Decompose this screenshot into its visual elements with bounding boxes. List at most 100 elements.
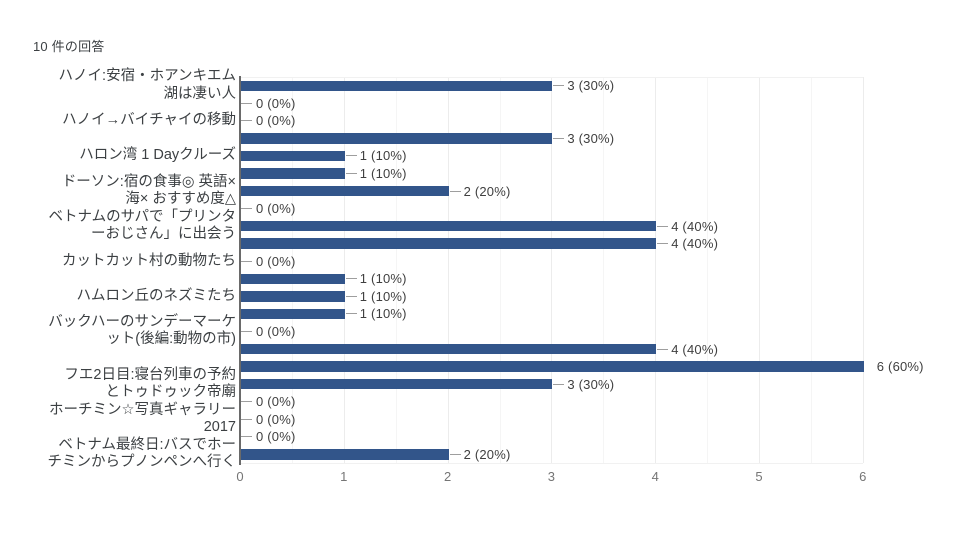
value-callout-line bbox=[241, 208, 252, 210]
value-label: 3 (30%) bbox=[567, 376, 615, 392]
bar bbox=[241, 185, 449, 197]
category-label-line: ーおじさん」に出会う bbox=[91, 226, 236, 243]
minor-gridline bbox=[707, 77, 709, 463]
minor-gridline bbox=[499, 77, 501, 463]
category-label-line: バックハーのサンデーマーケ bbox=[48, 313, 236, 330]
value-callout-line bbox=[345, 295, 357, 297]
value-callout-line bbox=[449, 190, 461, 192]
value-callout-line bbox=[657, 225, 669, 227]
category-label-line: とトゥドゥック帝廟 bbox=[105, 384, 237, 401]
value-label: 1 (10%) bbox=[359, 148, 407, 164]
x-axis-tick-label: 0 bbox=[236, 469, 244, 484]
value-label: 0 (0%) bbox=[256, 323, 296, 339]
major-gridline bbox=[551, 77, 553, 463]
bar bbox=[241, 449, 449, 460]
category-label: ハノイ→バイチャイの移動 bbox=[0, 112, 236, 130]
value-label: 3 (30%) bbox=[567, 78, 615, 94]
value-label: 0 (0%) bbox=[256, 411, 296, 427]
response-count-label: 10 件の回答 bbox=[33, 39, 105, 54]
minor-gridline bbox=[810, 77, 812, 463]
value-label: 0 (0%) bbox=[256, 95, 296, 111]
value-callout-line bbox=[241, 436, 252, 438]
category-label-line: 2017 bbox=[203, 419, 236, 436]
value-label: 0 (0%) bbox=[256, 429, 296, 445]
value-callout-line bbox=[345, 278, 357, 280]
bar bbox=[241, 220, 657, 232]
category-label-line: 湖は凄い人 bbox=[163, 85, 237, 102]
category-label: カットカット村の動物たち bbox=[0, 253, 236, 271]
bar bbox=[241, 273, 345, 285]
plot-top-border bbox=[240, 76, 863, 78]
value-label: 4 (40%) bbox=[671, 341, 719, 357]
value-label: 4 (40%) bbox=[671, 236, 719, 252]
value-callout-line bbox=[241, 260, 252, 262]
minor-gridline bbox=[291, 77, 293, 463]
category-label-line: チミンからプノンペンへ行く bbox=[47, 454, 237, 471]
category-label: フエ2日目:寝台列車の予約 とトゥドゥック帝廟 bbox=[0, 367, 236, 402]
major-gridline bbox=[447, 77, 449, 463]
bar bbox=[241, 168, 345, 179]
category-label-line: 海× おすすめ度△ bbox=[125, 191, 236, 208]
value-label: 2 (20%) bbox=[463, 446, 511, 462]
plot-bottom-border bbox=[240, 463, 863, 464]
category-label: ベトナム最終日:バスでホー チミンからプノンペンへ行く bbox=[0, 437, 237, 472]
value-label: 0 (0%) bbox=[256, 201, 296, 217]
value-label: 2 (20%) bbox=[463, 183, 511, 199]
category-label-line: ハムロン丘のネズミたち bbox=[76, 287, 237, 304]
value-label: 1 (10%) bbox=[359, 271, 407, 287]
category-label: ドーソン:宿の食事◎ 英語× 海× おすすめ度△ bbox=[0, 174, 236, 209]
category-label: ベトナムのサパで「プリンタ ーおじさん」に出会う bbox=[0, 209, 236, 244]
value-label: 1 (10%) bbox=[359, 288, 407, 304]
value-callout-line bbox=[241, 330, 252, 332]
bar bbox=[241, 80, 553, 92]
major-gridline bbox=[343, 77, 345, 463]
category-label: ハノイ:安宿・ホアンキエム 湖は凄い人 bbox=[0, 68, 236, 103]
category-label-line: フエ2日目:寝台列車の予約 bbox=[64, 366, 236, 383]
x-axis-tick-label: 4 bbox=[651, 469, 659, 484]
bar bbox=[241, 361, 864, 372]
minor-gridline bbox=[603, 77, 605, 463]
value-label: 1 (10%) bbox=[359, 166, 407, 182]
x-axis-tick-label: 1 bbox=[340, 469, 348, 484]
bar bbox=[241, 308, 345, 320]
value-label: 0 (0%) bbox=[256, 113, 296, 129]
x-axis-tick-label: 3 bbox=[547, 469, 555, 484]
bar bbox=[241, 133, 553, 144]
category-label-line: カットカット村の動物たち bbox=[62, 252, 236, 269]
category-label: バックハーのサンデーマーケ ット(後編:動物の市) bbox=[0, 314, 236, 349]
value-callout-line bbox=[345, 155, 357, 157]
value-callout-line bbox=[241, 401, 252, 403]
value-callout-line bbox=[241, 102, 252, 104]
minor-gridline bbox=[395, 77, 397, 463]
value-callout-line bbox=[345, 313, 357, 315]
category-label-line: ハノイ→バイチャイの移動 bbox=[62, 112, 236, 129]
value-label: 3 (30%) bbox=[567, 130, 615, 146]
bar bbox=[241, 291, 345, 302]
value-callout-line bbox=[345, 173, 357, 175]
category-label: ハロン湾 1 Dayクルーズ bbox=[0, 147, 236, 165]
value-label: 1 (10%) bbox=[359, 306, 407, 322]
major-gridline bbox=[862, 77, 864, 463]
category-label-line: ット(後編:動物の市) bbox=[106, 331, 236, 348]
category-label: ハムロン丘のネズミたち bbox=[0, 287, 237, 306]
x-axis-tick-label: 5 bbox=[755, 469, 763, 484]
value-callout-line bbox=[241, 120, 252, 122]
category-label-line: ホーチミン☆写真ギャラリー bbox=[49, 401, 236, 418]
value-callout-line bbox=[449, 453, 461, 455]
category-label-line: ハロン湾 1 Dayクルーズ bbox=[79, 147, 236, 164]
value-label: 0 (0%) bbox=[256, 394, 296, 410]
value-callout-line bbox=[657, 243, 669, 245]
value-callout-line bbox=[553, 383, 565, 385]
bar bbox=[241, 343, 657, 355]
category-label-line: ドーソン:宿の食事◎ 英語× bbox=[61, 173, 236, 190]
value-callout-line bbox=[241, 418, 252, 420]
major-gridline bbox=[655, 77, 657, 463]
value-callout-line bbox=[553, 137, 565, 139]
bar bbox=[241, 378, 553, 390]
value-callout-line bbox=[657, 348, 669, 350]
category-label-line: ベトナムのサパで「プリンタ bbox=[48, 208, 236, 225]
category-label: ホーチミン☆写真ギャラリー 2017 bbox=[0, 402, 236, 437]
x-axis-tick-label: 2 bbox=[443, 469, 452, 484]
value-label: 4 (40%) bbox=[671, 218, 719, 234]
